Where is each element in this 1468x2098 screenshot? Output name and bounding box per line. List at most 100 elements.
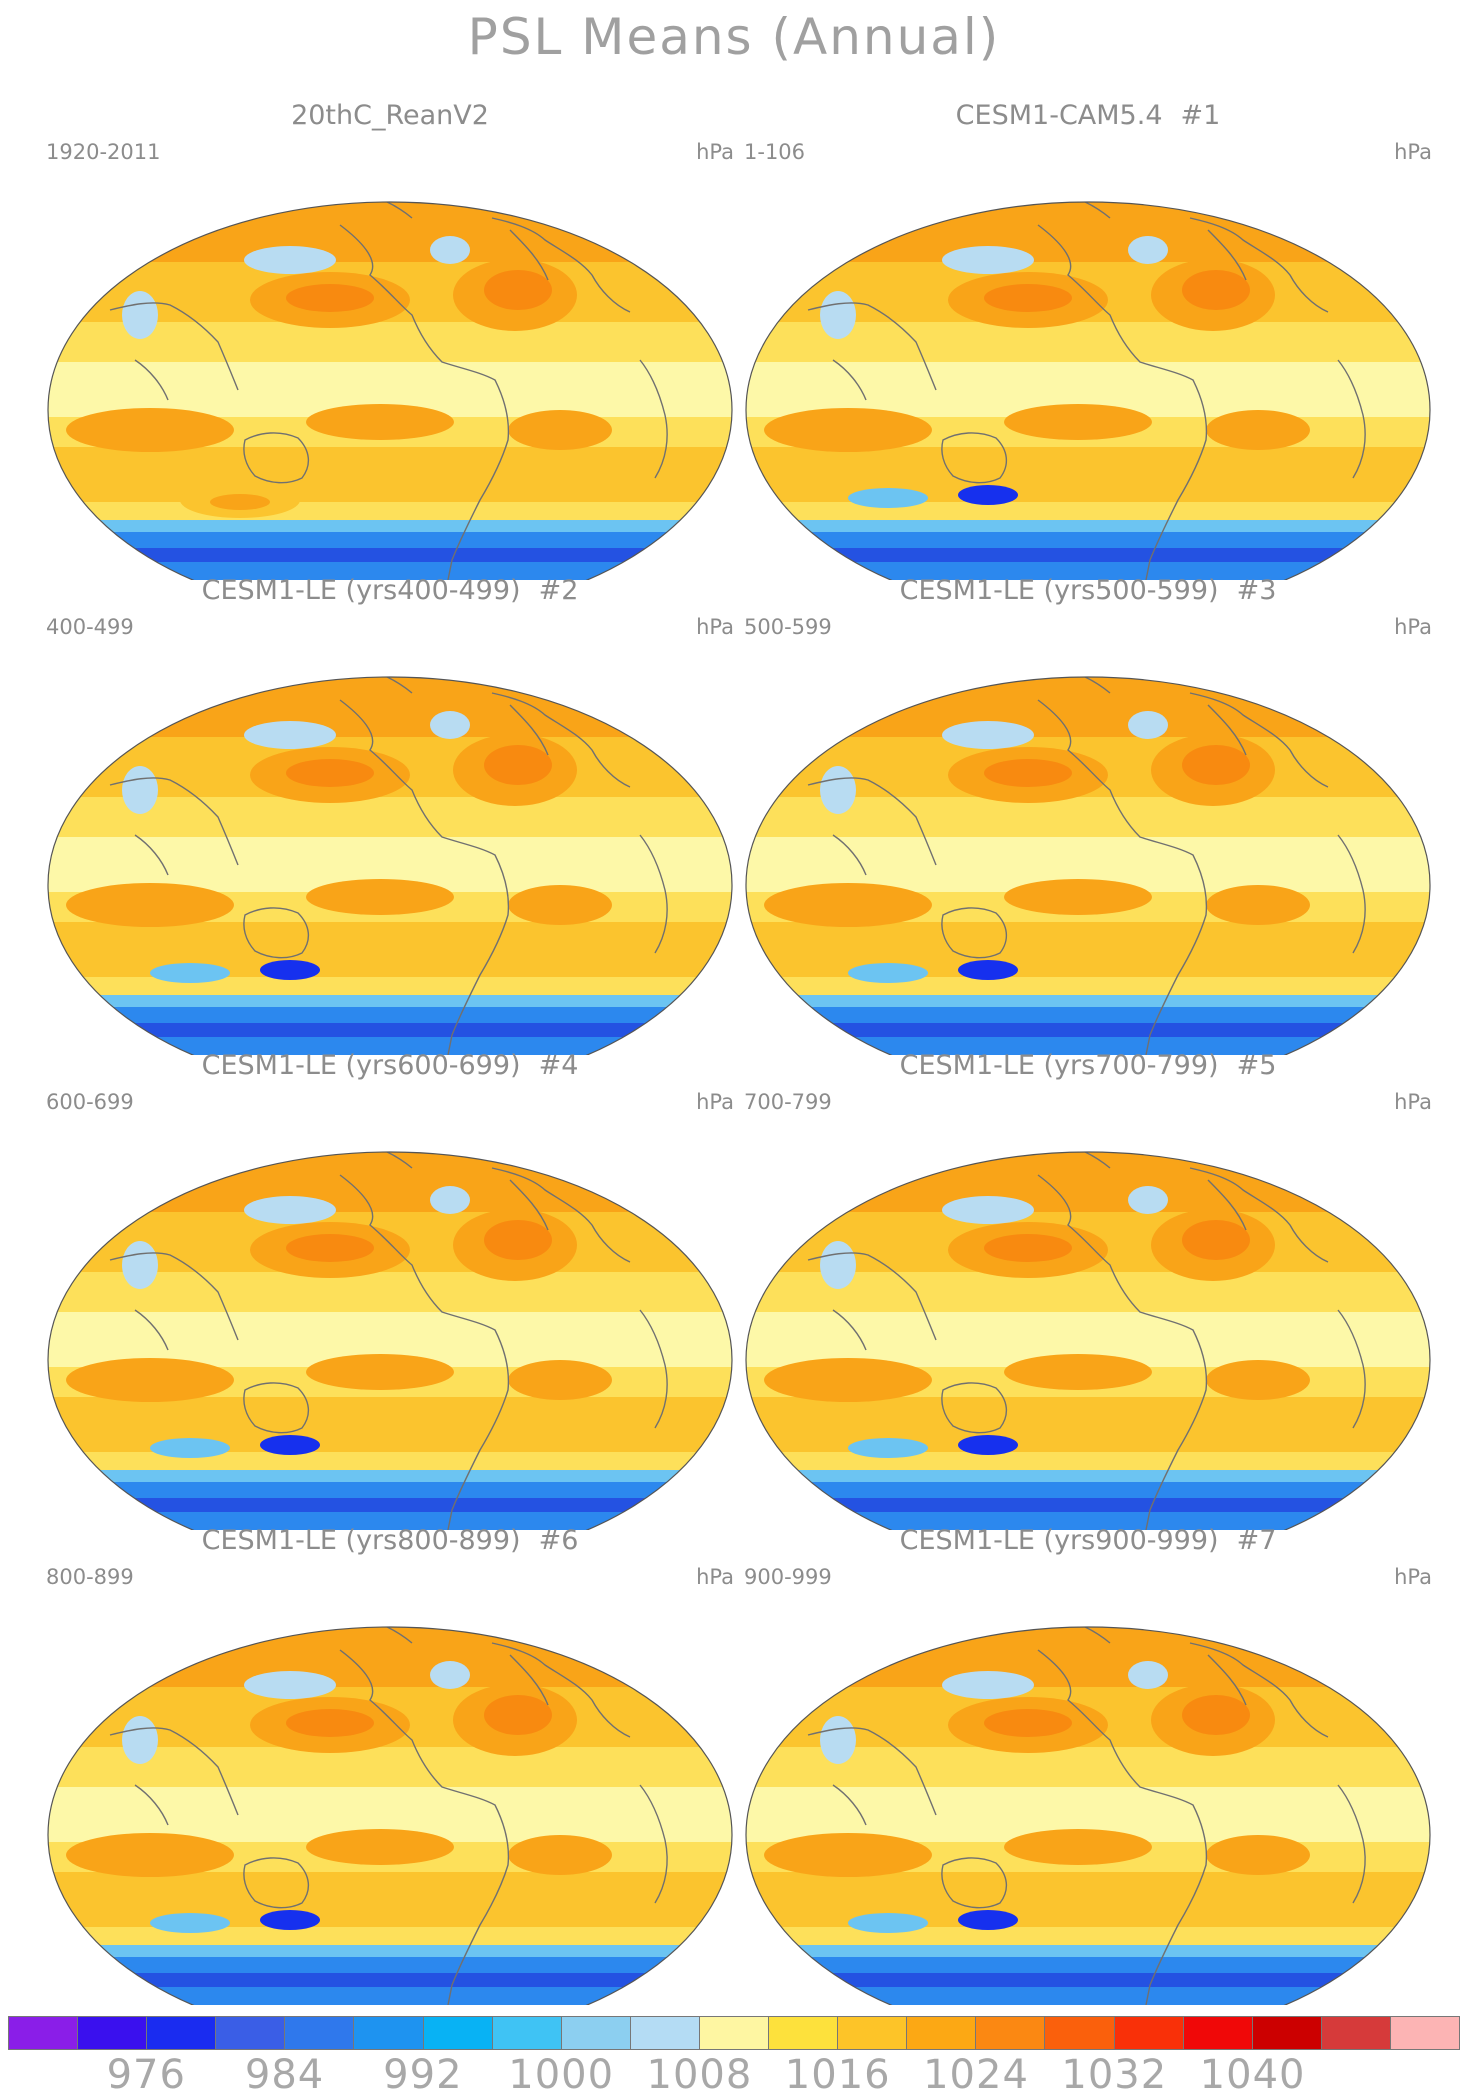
panel-years: 600-699 — [46, 1090, 134, 1114]
indian-ocean-high — [764, 883, 932, 927]
north-subtropic-band — [48, 1747, 732, 1787]
north-atlantic-high-core — [484, 1220, 552, 1260]
south-mid-band — [746, 977, 1430, 995]
antarctic-high-core — [210, 494, 270, 510]
panel-units: hPa — [1394, 1090, 1432, 1114]
arctic-band — [48, 202, 732, 262]
south-pacific-high — [306, 1829, 454, 1865]
north-subtropic-band — [48, 797, 732, 837]
antarctic-low-core — [958, 1435, 1018, 1455]
panel-years: 700-799 — [744, 1090, 832, 1114]
colorbar-label: 1024 — [923, 2052, 1029, 2098]
colorbar-box — [354, 2017, 424, 2049]
icelandic-low — [1128, 236, 1168, 264]
colorbar-box — [1114, 2017, 1184, 2049]
panel-title: CESM1-LE (yrs500-599) #3 — [738, 575, 1438, 606]
south-atlantic-high — [508, 885, 612, 925]
map-plot — [47, 201, 733, 580]
south-atlantic-high — [508, 1360, 612, 1400]
panel-units: hPa — [696, 1090, 734, 1114]
south-asia-low — [820, 1241, 856, 1289]
north-atlantic-high-core — [484, 1695, 552, 1735]
southern-ocean-band-3 — [746, 1498, 1430, 1512]
antarctic-light-patch — [150, 1913, 230, 1933]
antarctic-band — [746, 1512, 1430, 1530]
south-asia-low — [122, 291, 158, 339]
panel-units: hPa — [696, 140, 734, 164]
south-mid-band — [48, 1927, 732, 1945]
south-mid-band — [746, 1452, 1430, 1470]
colorbar-box — [561, 2017, 631, 2049]
colorbar-label: 992 — [383, 2052, 463, 2098]
colorbar-box — [147, 2017, 217, 2049]
southern-ocean-band-2 — [746, 532, 1430, 548]
panel-title-text: CESM1-LE (yrs700-799) — [899, 1050, 1219, 1081]
panel-years: 400-499 — [46, 615, 134, 639]
panel-number: #3 — [1236, 575, 1277, 606]
indian-ocean-high — [764, 1358, 932, 1402]
south-atlantic-high — [508, 410, 612, 450]
colorbar-box — [1252, 2017, 1322, 2049]
antarctic-low-core — [958, 960, 1018, 980]
colorbar-label: 976 — [106, 2052, 186, 2098]
map-panel: CESM1-LE (yrs700-799) #5 700-799 hPa — [738, 1050, 1438, 1530]
colorbar-legend: 976 984 992 1000 1008 1016 1024 1032 1040 — [8, 2016, 1460, 2098]
north-subtropic-band — [746, 1747, 1430, 1787]
pressure-field — [48, 677, 732, 1055]
antarctic-low-core — [260, 1910, 320, 1930]
north-pacific-high-core — [286, 759, 374, 787]
south-asia-low — [122, 1716, 158, 1764]
panel-title-text: CESM1-LE (yrs900-999) — [899, 1525, 1219, 1556]
south-mid-band — [746, 1927, 1430, 1945]
icelandic-low — [430, 711, 470, 739]
north-pacific-high-core — [286, 1709, 374, 1737]
south-atlantic-high — [1206, 1835, 1310, 1875]
colorbar-label: 1040 — [1199, 2052, 1306, 2098]
panel-units: hPa — [1394, 1565, 1432, 1589]
antarctic-light-patch — [848, 1438, 928, 1458]
panel-units: hPa — [1394, 140, 1432, 164]
colorbar-box — [9, 2017, 79, 2049]
south-pacific-high — [306, 879, 454, 915]
map-panel: CESM1-CAM5.4 #1 1-106 hPa — [738, 100, 1438, 580]
indian-ocean-high — [764, 1833, 932, 1877]
colorbar-box — [699, 2017, 770, 2049]
panel-units: hPa — [696, 615, 734, 639]
map-panel: CESM1-LE (yrs500-599) #3 500-599 hPa — [738, 575, 1438, 1055]
north-atlantic-high-core — [484, 745, 552, 785]
colorbar-box — [1183, 2017, 1253, 2049]
map-border — [47, 201, 733, 580]
southern-ocean-band-1 — [48, 1945, 732, 1957]
map-border — [47, 1626, 733, 2005]
icelandic-low — [1128, 1186, 1168, 1214]
southern-ocean-band-2 — [48, 1482, 732, 1498]
colorbar-label: 984 — [244, 2052, 325, 2098]
south-asia-low — [122, 1241, 158, 1289]
map-plot — [47, 676, 733, 1055]
antarctic-band — [48, 1037, 732, 1055]
colorbar-box — [1390, 2017, 1459, 2049]
south-atlantic-high — [1206, 410, 1310, 450]
southern-ocean-band-1 — [48, 520, 732, 532]
panel-title-text: CESM1-LE (yrs500-599) — [899, 575, 1219, 606]
arctic-band — [746, 1627, 1430, 1687]
north-pacific-high-core — [984, 1234, 1072, 1262]
panel-title: CESM1-CAM5.4 #1 — [738, 100, 1438, 131]
arctic-band — [746, 677, 1430, 737]
south-asia-low — [122, 766, 158, 814]
panel-years: 1-106 — [744, 140, 806, 164]
antarctic-band — [746, 1037, 1430, 1055]
south-band — [48, 922, 732, 977]
south-band — [48, 1872, 732, 1927]
south-mid-band — [48, 977, 732, 995]
southern-ocean-band-1 — [48, 995, 732, 1007]
southern-ocean-band-1 — [746, 995, 1430, 1007]
panel-title-text: 20thC_ReanV2 — [291, 100, 489, 131]
panel-years: 800-899 — [46, 1565, 134, 1589]
north-subtropic-band — [746, 322, 1430, 362]
aleutian-low — [942, 1196, 1034, 1224]
south-pacific-high — [1004, 404, 1152, 440]
colorbar-box — [1321, 2017, 1391, 2049]
south-mid-band — [746, 502, 1430, 520]
pressure-field — [746, 1627, 1430, 2005]
